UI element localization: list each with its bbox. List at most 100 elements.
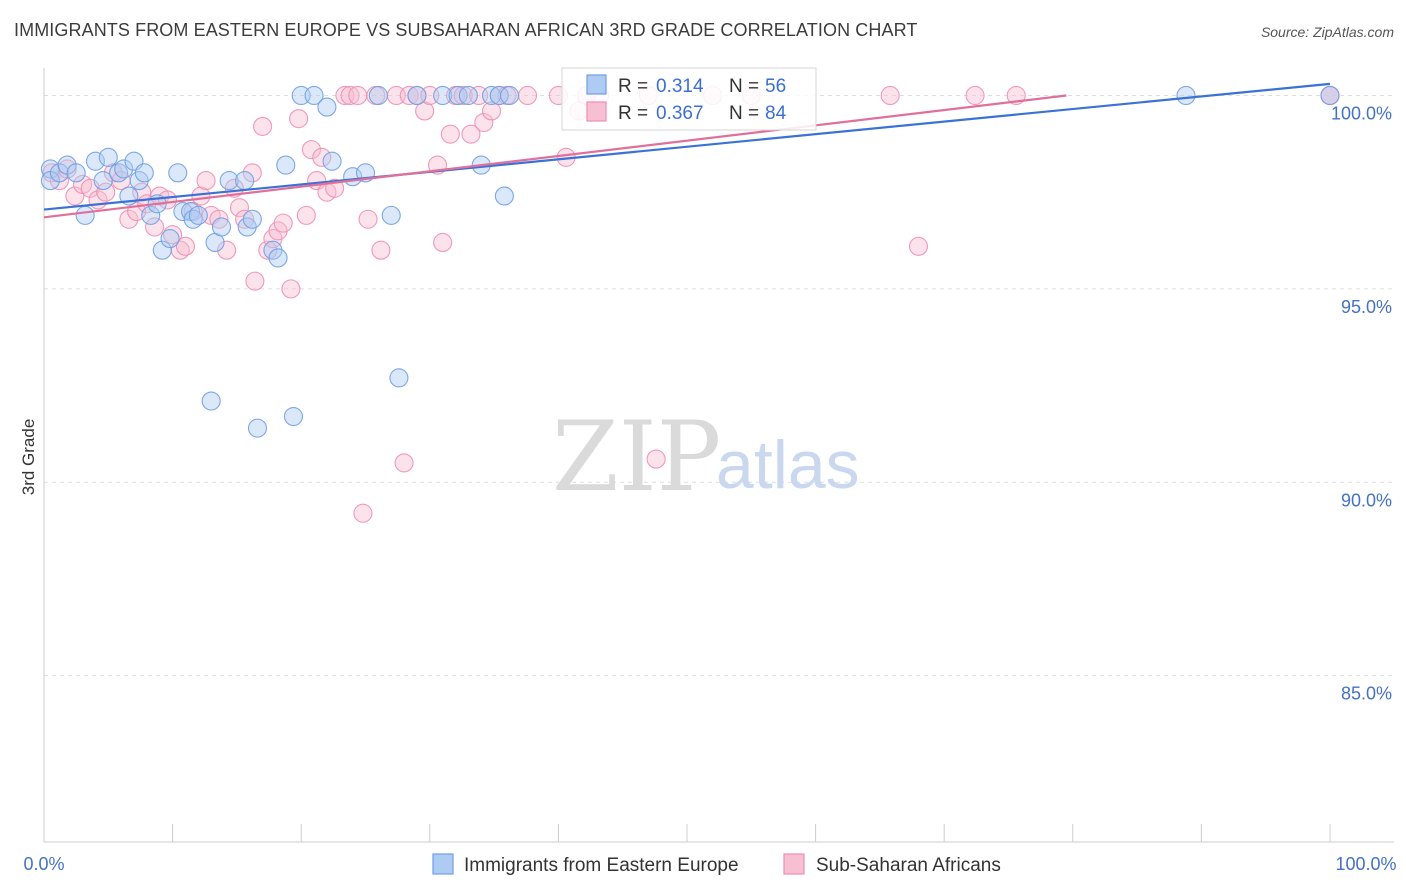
bottom-legend-label-pink: Sub-Saharan Africans <box>816 855 1001 876</box>
eastern-europe-point <box>283 406 304 427</box>
eastern-europe-point <box>173 201 193 222</box>
trend-lines <box>43 82 1331 219</box>
eastern-europe-point <box>219 171 239 191</box>
eastern-europe-point <box>1320 85 1340 106</box>
sub-saharan-africans-point <box>242 163 262 183</box>
eastern-europe-point <box>1176 85 1196 106</box>
sub-saharan-africans-point <box>281 279 301 299</box>
eastern-europe-point <box>242 209 262 229</box>
sub-saharan-africans-point <box>209 209 229 229</box>
eastern-europe-point <box>494 186 514 206</box>
eastern-europe-point <box>168 163 188 183</box>
y-tick-label: 100.0% <box>1331 103 1392 123</box>
eastern-europe-point <box>134 163 154 183</box>
source-label: Source: ZipAtlas.com <box>1260 24 1394 40</box>
sub-saharan-africans-point <box>132 182 152 202</box>
sub-saharan-africans-point <box>358 209 378 229</box>
eastern-europe-point <box>152 240 172 260</box>
stats-legend-r-value-pink: 0.367 <box>656 103 704 124</box>
eastern-europe-point <box>247 418 268 438</box>
eastern-europe-point <box>183 209 203 229</box>
sub-saharan-africans-point <box>157 190 178 210</box>
sub-saharan-africans-point <box>217 240 237 260</box>
sub-saharan-africans-point <box>103 163 123 183</box>
sub-saharan-africans-point <box>229 198 250 218</box>
sub-saharan-africans-point <box>145 217 165 237</box>
sub-saharan-africans-point <box>340 85 360 106</box>
sub-saharan-africans-point <box>399 85 419 106</box>
stats-legend-n-label-blue: N = <box>729 76 759 97</box>
eastern-europe-point <box>489 85 509 106</box>
x-tick-marks <box>43 824 1331 842</box>
x-tick-label-max: 100.0% <box>1335 854 1396 874</box>
eastern-europe-point <box>389 368 409 388</box>
eastern-europe-point <box>93 171 113 191</box>
sub-saharan-africans-point <box>253 116 273 136</box>
sub-saharan-africans-point <box>348 85 368 106</box>
watermark-atlas: atlas <box>716 427 860 503</box>
stats-legend-n-value-pink: 84 <box>765 103 787 124</box>
eastern-europe-point <box>322 151 342 171</box>
eastern-europe-point <box>98 147 118 167</box>
eastern-europe-point <box>188 205 208 225</box>
sub-saharan-africans-point <box>289 109 309 129</box>
watermark-zip: ZIP <box>552 401 721 513</box>
sub-saharan-africans-point <box>273 213 293 233</box>
stats-legend-n-label-pink: N = <box>729 103 759 124</box>
y-tick-labels: 100.0% 95.0% 90.0% 85.0% <box>1331 103 1392 703</box>
trend-line-sub-saharan-africans <box>43 94 1067 219</box>
axes <box>43 68 1394 843</box>
sub-saharan-africans-point <box>312 147 332 167</box>
bottom-legend-swatch-blue <box>432 853 454 875</box>
eastern-europe-point <box>499 85 520 106</box>
sub-saharan-africans-point <box>517 85 538 106</box>
stats-legend-r-value-blue: 0.314 <box>656 76 704 97</box>
stats-legend-n-value-blue: 56 <box>765 76 786 97</box>
sub-saharan-africans-point <box>296 205 316 225</box>
sub-saharan-africans-point <box>371 240 391 260</box>
eastern-europe-point <box>381 205 401 225</box>
sub-saharan-africans-point <box>481 101 502 121</box>
eastern-europe-point <box>160 229 180 249</box>
stats-legend-r-label-blue: R = <box>618 76 648 97</box>
eastern-europe-point <box>66 163 86 183</box>
sub-saharan-africans-point <box>453 85 473 106</box>
y-tick-label: 85.0% <box>1341 684 1392 704</box>
y-tick-label: 90.0% <box>1341 490 1392 510</box>
sub-saharan-africans-point <box>96 182 116 202</box>
sub-saharan-africans-point <box>433 232 453 253</box>
sub-saharan-africans-point <box>235 209 255 229</box>
sub-saharan-africans-point <box>175 236 196 256</box>
sub-saharan-africans-point <box>65 186 85 206</box>
chart-title: IMMIGRANTS FROM EASTERN EUROPE VS SUBSAH… <box>14 20 918 40</box>
x-tick-label-min: 0.0% <box>23 854 64 874</box>
sub-saharan-africans-point <box>301 140 322 160</box>
sub-saharan-africans-point <box>258 240 278 260</box>
stats-legend-swatch-blue <box>586 74 607 95</box>
sub-saharan-africans-point <box>908 236 929 256</box>
watermark: ZIP atlas <box>552 401 860 513</box>
sub-saharan-africans-point <box>353 503 373 523</box>
eastern-europe-point <box>211 217 232 237</box>
sub-saharan-africans-point <box>440 124 460 144</box>
y-tick-label: 95.0% <box>1341 297 1392 317</box>
eastern-europe-point <box>201 391 221 411</box>
y-axis-title: 3rd Grade <box>19 419 38 496</box>
sub-saharan-africans-point <box>394 453 414 473</box>
bottom-legend: Immigrants from Eastern Europe Sub-Sahar… <box>432 853 1001 876</box>
series-immigrants-eastern-europe <box>40 85 1340 438</box>
stats-legend-swatch-pink <box>586 101 607 122</box>
eastern-europe-point <box>85 151 105 171</box>
sub-saharan-africans-point <box>880 85 900 106</box>
sub-saharan-africans-point <box>474 112 494 133</box>
sub-saharan-africans-point <box>245 271 265 291</box>
bottom-legend-swatch-pink <box>783 853 805 875</box>
sub-saharan-africans-point <box>415 101 435 121</box>
eastern-europe-point <box>458 85 478 106</box>
eastern-europe-point <box>407 85 427 106</box>
eastern-europe-point <box>109 163 129 183</box>
eastern-europe-point <box>114 159 134 179</box>
sub-saharan-africans-point <box>196 171 216 191</box>
stats-legend-r-label-pink: R = <box>618 103 648 124</box>
